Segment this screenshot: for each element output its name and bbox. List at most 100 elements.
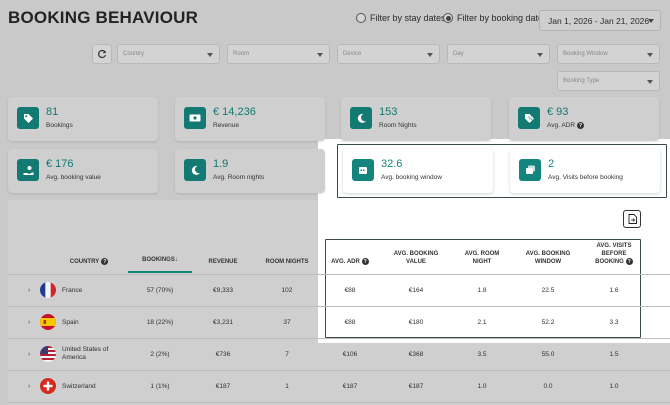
country-select-placeholder: Country — [123, 51, 145, 57]
cell-avg-room-night: 2.1 — [477, 319, 487, 326]
chevron-down-icon — [648, 19, 654, 23]
cell-revenue: €736 — [215, 351, 231, 358]
cell-room-nights: 37 — [283, 319, 291, 326]
column-header-country[interactable]: COUNTRY? — [50, 258, 128, 266]
kpi-value: € 176 — [46, 158, 74, 170]
kpi-value: 153 — [379, 106, 398, 118]
cell-avg-visits: 3.3 — [609, 319, 619, 326]
kpi-label: Avg. Visits before booking — [548, 174, 623, 181]
column-header-avg-visits[interactable]: AVG. VISITS BEFORE BOOKING? — [588, 242, 640, 266]
hand-coin-icon — [17, 159, 39, 181]
cell-avg-visits: 1.0 — [609, 383, 619, 390]
cell-country: France — [62, 287, 83, 294]
info-icon[interactable]: ? — [361, 258, 369, 265]
expand-chevron-icon[interactable]: › — [28, 351, 31, 358]
kpi-label: Revenue — [213, 122, 240, 129]
expand-chevron-icon[interactable]: › — [28, 383, 31, 390]
svg-text:%: % — [528, 116, 533, 122]
device-select[interactable]: Device — [337, 44, 440, 64]
date-range-picker[interactable]: Jan 1, 2026 - Jan 21, 2026 — [539, 10, 661, 31]
tag-icon — [17, 107, 39, 129]
moon-icon — [184, 159, 206, 181]
export-button[interactable] — [623, 210, 641, 228]
info-icon[interactable]: ? — [577, 122, 585, 129]
column-header-avg-room-night[interactable]: AVG. ROOM NIGHT — [464, 251, 500, 265]
radio-icon[interactable] — [356, 13, 366, 23]
booking-type-select[interactable]: Booking Type — [557, 71, 660, 91]
kpi-value: € 14,236 — [213, 106, 256, 118]
chevron-down-icon — [207, 53, 213, 57]
cell-avg-adr: €88 — [344, 319, 356, 326]
info-icon[interactable]: ? — [625, 258, 633, 265]
france-flag-icon — [40, 282, 56, 298]
column-header-country-label: COUNTRY — [69, 259, 100, 266]
cell-country: Switzerland — [62, 383, 96, 390]
column-header-bookings-label: BOOKINGS — [142, 257, 175, 263]
cell-avg-adr: €187 — [342, 383, 358, 390]
cell-avg-booking-value: €368 — [408, 351, 424, 358]
column-header-bookings[interactable]: BOOKINGS↓ — [128, 256, 192, 264]
kpi-card-revenue: € 14,236 Revenue — [175, 97, 325, 141]
country-select[interactable]: Country — [117, 44, 220, 64]
page-title: BOOKING BEHAVIOUR — [8, 8, 199, 27]
cell-bookings: 57 (70%) — [146, 287, 174, 294]
cell-revenue: €187 — [215, 383, 231, 390]
day-select[interactable]: Day — [447, 44, 550, 64]
chevron-down-icon — [427, 53, 433, 57]
kpi-label: Avg. ADR? — [547, 122, 585, 130]
filter-booking-date-radio[interactable]: Filter by booking date — [443, 13, 543, 23]
expand-chevron-icon[interactable]: › — [28, 319, 31, 326]
kpi-card-room-nights: 153 Room Nights — [341, 97, 491, 141]
radio-selected-icon[interactable] — [443, 13, 453, 23]
money-icon — [184, 107, 206, 129]
info-icon[interactable]: ? — [101, 258, 109, 265]
cell-avg-adr: €88 — [344, 287, 356, 294]
filter-stay-dates-radio[interactable]: Filter by stay dates — [356, 13, 446, 23]
column-header-avg-booking-value[interactable]: AVG. BOOKING VALUE — [393, 251, 439, 265]
kpi-card-avg-visits: 2 Avg. Visits before booking — [510, 149, 660, 193]
column-header-room-nights[interactable]: ROOM NIGHTS — [265, 259, 309, 265]
kpi-highlight-frame — [337, 144, 667, 198]
cell-avg-booking-value: €180 — [408, 319, 424, 326]
refresh-button[interactable] — [92, 44, 112, 64]
kpi-card-avg-booking-window: 32.6 Avg. booking window — [343, 149, 493, 193]
cell-avg-booking-window: 0.0 — [543, 383, 553, 390]
column-header-avg-booking-window[interactable]: AVG. BOOKING WINDOW — [525, 251, 571, 265]
chevron-down-icon — [647, 53, 653, 57]
cell-room-nights: 7 — [285, 351, 289, 358]
cell-country: United States of America — [62, 346, 109, 361]
switzerland-flag-icon — [40, 378, 56, 394]
kpi-label: Room Nights — [379, 122, 417, 129]
booking-type-select-placeholder: Booking Type — [563, 78, 600, 84]
row-divider — [8, 306, 670, 307]
cell-avg-visits: 1.6 — [609, 287, 619, 294]
column-header-avg-adr-label: AVG. ADR — [331, 259, 360, 266]
cell-avg-booking-value: €164 — [408, 287, 424, 294]
room-select-placeholder: Room — [233, 51, 250, 57]
chevron-down-icon — [537, 53, 543, 57]
room-select[interactable]: Room — [227, 44, 330, 64]
kpi-card-avg-room-nights: 1.9 Avg. Room nights — [175, 149, 325, 193]
cell-room-nights: 1 — [285, 383, 289, 390]
sort-desc-icon: ↓ — [174, 257, 178, 263]
kpi-card-avg-adr: % € 93 Avg. ADR? — [509, 97, 659, 141]
row-divider — [8, 370, 670, 371]
column-header-avg-visits-label: AVG. VISITS BEFORE BOOKING — [595, 243, 632, 266]
refresh-icon — [98, 49, 107, 59]
kpi-label-text: Avg. ADR — [547, 122, 576, 130]
usa-flag-icon — [40, 346, 56, 362]
spain-flag-icon — [40, 314, 56, 330]
cell-avg-booking-value: €187 — [408, 383, 424, 390]
expand-chevron-icon[interactable]: › — [28, 287, 31, 294]
export-document-icon — [628, 214, 637, 224]
booking-window-select[interactable]: Booking Window — [557, 44, 660, 64]
column-header-avg-adr[interactable]: AVG. ADR? — [322, 258, 378, 266]
table-highlight-frame — [325, 239, 641, 338]
column-header-revenue[interactable]: REVENUE — [208, 259, 238, 265]
kpi-value: 2 — [548, 158, 555, 170]
cell-revenue: €9,333 — [213, 287, 233, 294]
day-select-placeholder: Day — [453, 51, 464, 57]
date-range-value: Jan 1, 2026 - Jan 21, 2026 — [548, 15, 650, 26]
booking-window-select-placeholder: Booking Window — [563, 51, 608, 57]
kpi-label: Avg. booking window — [381, 174, 442, 181]
